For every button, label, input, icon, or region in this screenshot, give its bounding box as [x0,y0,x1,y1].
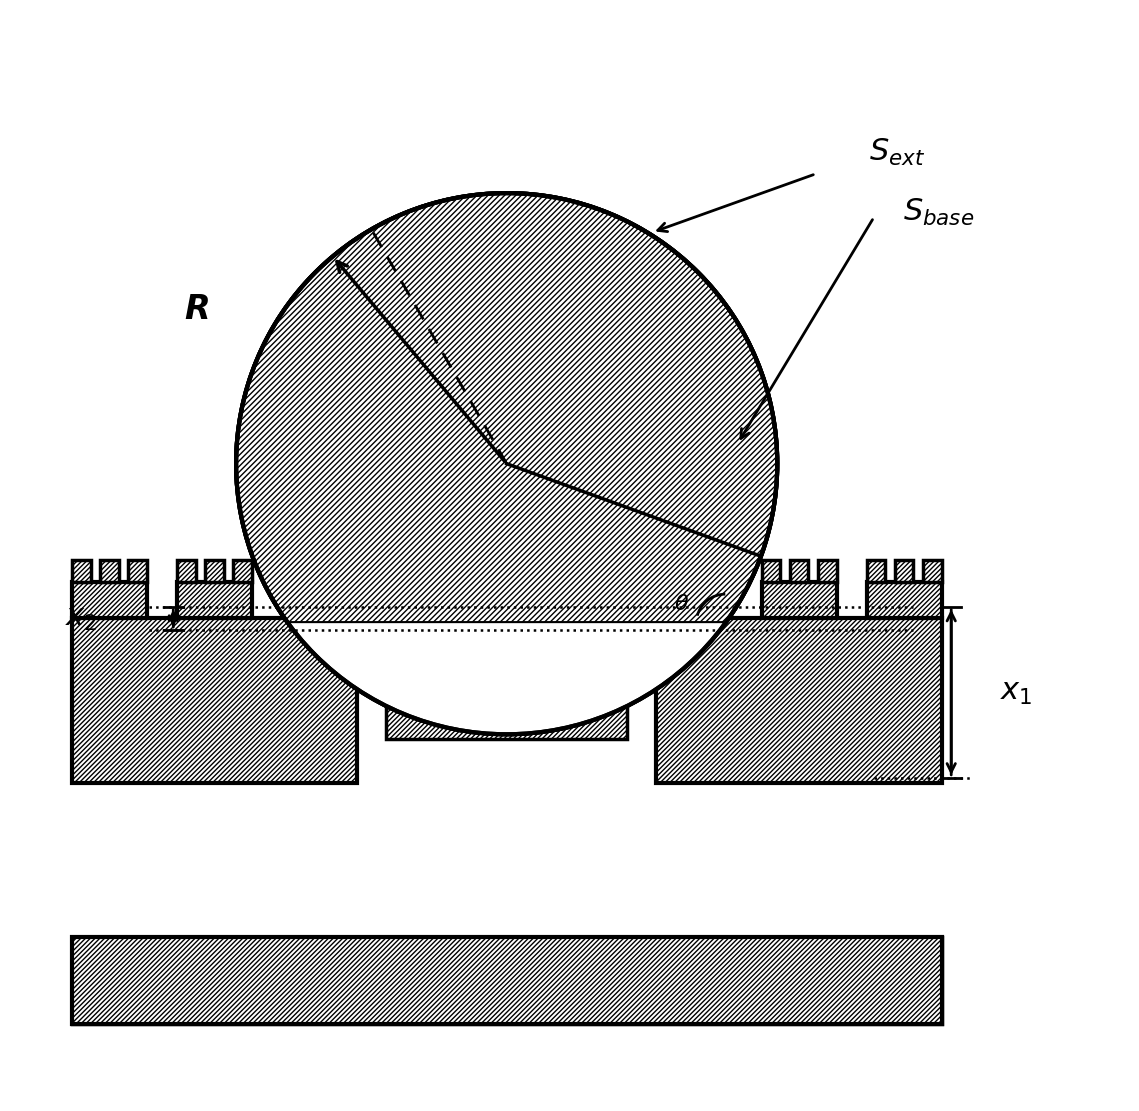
Bar [762,560,780,581]
Text: $S_{base}$: $S_{base}$ [903,197,974,228]
Bar [386,560,411,581]
Bar [281,581,357,619]
Bar [281,560,301,581]
Bar [762,581,836,619]
Text: $\theta$: $\theta$ [674,593,689,613]
Bar [128,560,147,581]
Bar [713,560,731,581]
Bar [894,560,913,581]
Bar [177,581,252,619]
Polygon shape [236,193,777,623]
Bar [205,560,223,581]
Text: $x_1$: $x_1$ [1000,678,1032,707]
Text: R: R [185,292,211,326]
Bar [424,560,449,581]
Bar [527,560,552,581]
Bar [72,560,91,581]
Bar [72,938,942,1024]
Bar [72,619,357,782]
Bar [656,560,675,581]
Bar [310,560,329,581]
Bar [867,560,885,581]
Text: $x_2$: $x_2$ [65,603,98,633]
Bar [818,560,836,581]
Bar [527,581,628,619]
Bar [177,560,196,581]
Bar [603,560,628,581]
Bar [656,581,731,619]
Bar [72,581,147,619]
Bar [386,619,628,739]
Bar [923,560,942,581]
Text: $S_{ext}$: $S_{ext}$ [869,137,925,168]
Bar [685,560,704,581]
Bar [656,619,942,782]
Bar [233,560,252,581]
Bar [100,560,118,581]
Bar [565,560,590,581]
Bar [789,560,809,581]
Polygon shape [236,193,777,734]
Polygon shape [288,623,726,734]
Bar [461,560,486,581]
Bar [867,581,942,619]
Bar [338,560,357,581]
Bar [386,581,486,619]
Bar [72,938,942,1024]
